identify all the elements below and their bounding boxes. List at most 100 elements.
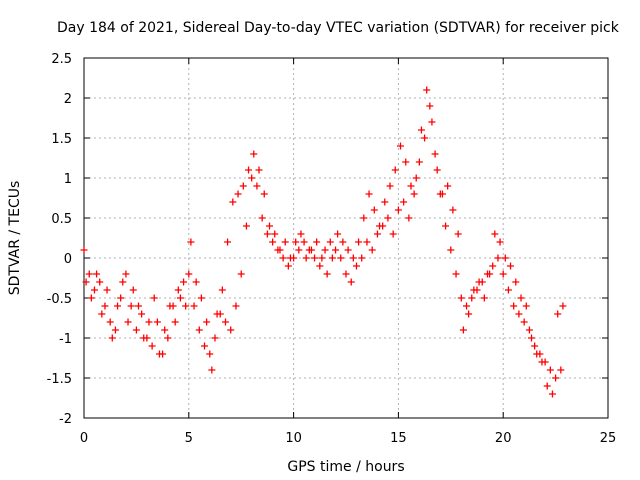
data-point <box>365 190 373 198</box>
data-point <box>234 190 242 198</box>
data-point <box>494 254 502 262</box>
data-point <box>415 158 423 166</box>
x-tick-label: 15 <box>390 431 407 446</box>
data-point <box>480 294 488 302</box>
data-point <box>373 230 381 238</box>
data-point <box>533 350 541 358</box>
data-point <box>111 326 119 334</box>
data-point <box>90 286 98 294</box>
data-point <box>352 262 360 270</box>
y-tick-label: 2.5 <box>51 52 72 67</box>
data-point <box>148 342 156 350</box>
data-point <box>145 318 153 326</box>
data-point <box>101 302 109 310</box>
data-point <box>358 254 366 262</box>
data-point <box>326 238 334 246</box>
data-point <box>459 326 467 334</box>
data-point <box>213 310 221 318</box>
x-tick-label: 10 <box>285 431 302 446</box>
data-point <box>316 262 324 270</box>
data-point <box>87 294 95 302</box>
data-point <box>328 254 336 262</box>
y-tick-label: -0.5 <box>47 292 72 307</box>
data-point <box>182 302 190 310</box>
data-point <box>248 174 256 182</box>
data-point <box>203 318 211 326</box>
y-axis-label: SDTVAR / TECUs <box>7 181 23 296</box>
data-point <box>463 302 471 310</box>
data-point <box>284 262 292 270</box>
data-point <box>138 310 146 318</box>
y-tick-label: 1 <box>64 172 72 187</box>
data-point <box>531 342 539 350</box>
data-point <box>337 254 345 262</box>
data-point <box>433 166 441 174</box>
data-point <box>221 318 229 326</box>
data-point <box>334 230 342 238</box>
x-tick-label: 0 <box>80 431 88 446</box>
data-point <box>470 286 478 294</box>
data-point <box>363 238 371 246</box>
data-point <box>491 230 499 238</box>
data-point <box>496 238 504 246</box>
data-point <box>501 254 509 262</box>
data-point <box>313 238 321 246</box>
data-point <box>318 254 326 262</box>
y-tick-label: 0 <box>64 252 72 267</box>
data-point <box>227 326 235 334</box>
data-point <box>428 118 436 126</box>
data-point <box>171 318 179 326</box>
data-point <box>486 270 494 278</box>
data-point <box>114 302 122 310</box>
data-point <box>475 278 483 286</box>
data-point <box>452 270 460 278</box>
data-point <box>153 318 161 326</box>
data-point <box>140 334 148 342</box>
data-point <box>504 286 512 294</box>
data-point <box>552 374 560 382</box>
data-point <box>517 294 525 302</box>
data-point <box>465 310 473 318</box>
data-point <box>444 182 452 190</box>
data-point <box>510 302 518 310</box>
data-point <box>417 126 425 134</box>
data-point <box>237 270 245 278</box>
data-point <box>258 214 266 222</box>
data-point <box>295 246 303 254</box>
data-point <box>368 246 376 254</box>
data-point <box>132 326 140 334</box>
data-point <box>103 286 111 294</box>
data-point <box>253 182 261 190</box>
data-point <box>161 326 169 334</box>
data-point <box>339 238 347 246</box>
data-point <box>543 382 551 390</box>
data-point <box>522 302 530 310</box>
data-point <box>106 318 114 326</box>
data-point <box>192 278 200 286</box>
data-point <box>515 310 523 318</box>
data-point <box>396 142 404 150</box>
data-point <box>269 238 277 246</box>
x-tick-label: 5 <box>185 431 193 446</box>
data-point <box>394 206 402 214</box>
x-axis-label: GPS time / hours <box>287 459 404 475</box>
data-point <box>117 294 125 302</box>
data-point <box>263 230 271 238</box>
data-point <box>512 278 520 286</box>
y-tick-label: 1.5 <box>51 132 72 147</box>
data-point <box>421 134 429 142</box>
data-point <box>124 318 132 326</box>
y-tick-label: 2 <box>64 92 72 107</box>
data-point <box>546 366 554 374</box>
data-point <box>389 230 397 238</box>
data-point <box>208 366 216 374</box>
data-point <box>229 198 237 206</box>
data-point <box>245 166 253 174</box>
data-point <box>321 246 329 254</box>
data-point <box>559 302 567 310</box>
data-point <box>80 246 88 254</box>
data-point <box>255 166 263 174</box>
data-point <box>386 182 394 190</box>
chart-title: Day 184 of 2021, Sidereal Day-to-day VTE… <box>57 20 620 36</box>
